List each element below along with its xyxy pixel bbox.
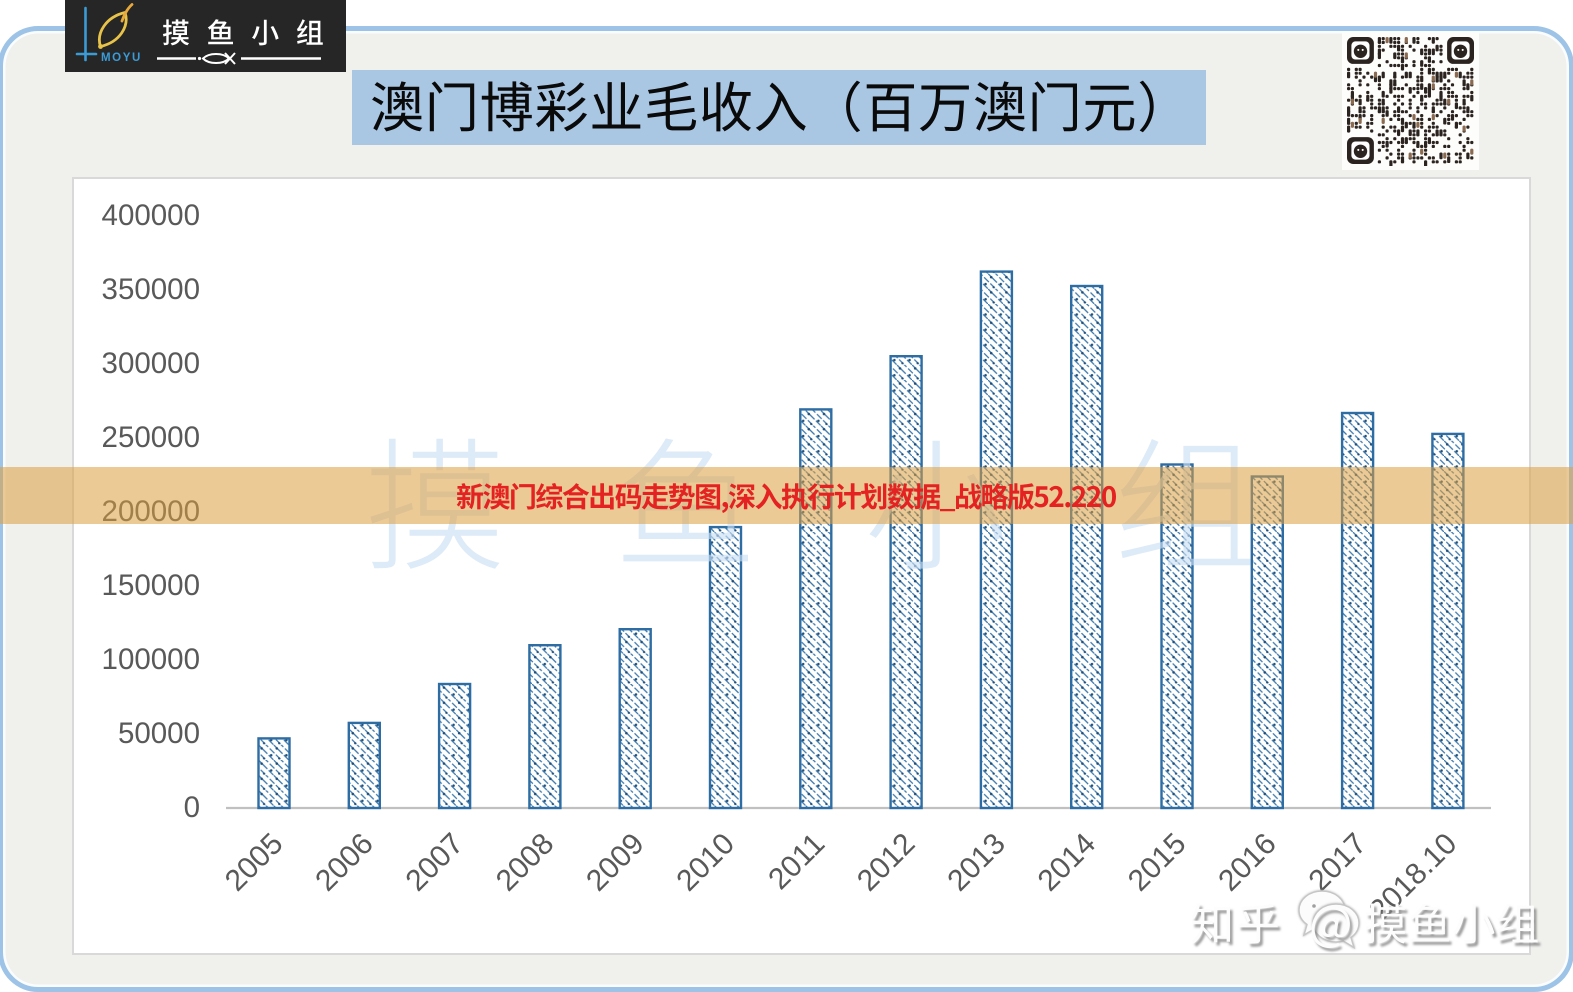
svg-text:2012: 2012 xyxy=(851,827,922,898)
svg-text:350000: 350000 xyxy=(102,273,200,306)
svg-text:0: 0 xyxy=(184,791,200,824)
svg-text:MOYU: MOYU xyxy=(101,52,142,64)
svg-text:2014: 2014 xyxy=(1032,827,1103,898)
svg-text:2013: 2013 xyxy=(941,827,1012,898)
svg-text:300000: 300000 xyxy=(102,347,200,380)
svg-text:100000: 100000 xyxy=(102,643,200,676)
svg-text:2006: 2006 xyxy=(309,827,380,898)
svg-text:150000: 150000 xyxy=(102,569,200,602)
svg-text:250000: 250000 xyxy=(102,421,200,454)
svg-text:2015: 2015 xyxy=(1122,827,1193,898)
svg-text:2009: 2009 xyxy=(580,827,651,898)
svg-text:2010: 2010 xyxy=(670,827,741,898)
svg-text:2008: 2008 xyxy=(490,827,561,898)
svg-text:2007: 2007 xyxy=(400,827,471,898)
svg-text:2011: 2011 xyxy=(762,827,831,896)
svg-text:400000: 400000 xyxy=(102,199,200,232)
svg-text:50000: 50000 xyxy=(118,717,200,750)
svg-text:2005: 2005 xyxy=(219,827,290,898)
